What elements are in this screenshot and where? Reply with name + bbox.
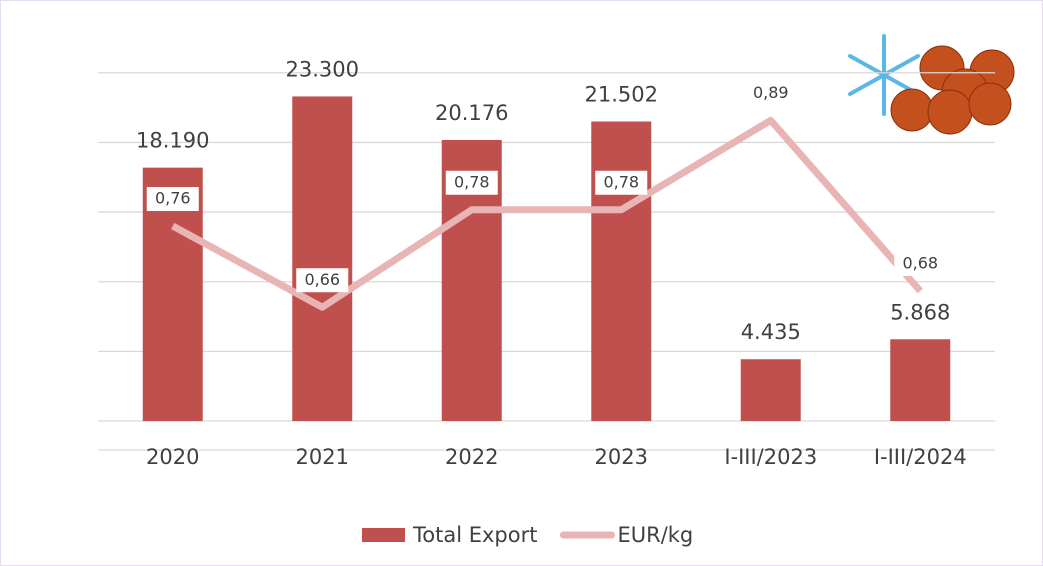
bar-value-label: 18.190 [136, 129, 209, 153]
page: 2020 2021 2022 2023 I-III/2023 I-III/2024 18.1… [0, 0, 1043, 566]
bar-value-label: 5.868 [890, 300, 950, 324]
x-tick-label: I-III/2024 [874, 445, 967, 469]
bar-value-label: 20.176 [435, 101, 508, 125]
bar-value-label: 23.300 [286, 57, 359, 81]
chart: 2020 2021 2022 2023 I-III/2023 I-III/2024 18.1… [0, 0, 1043, 566]
legend-label: EUR/kg [617, 523, 693, 547]
x-tick-label: I-III/2023 [724, 445, 817, 469]
line-value-label: 0,66 [304, 270, 340, 289]
line-value-label: 0,78 [454, 172, 490, 191]
x-tick-label: 2020 [146, 445, 199, 469]
bar-value-label: 4.435 [741, 320, 801, 344]
x-tick-label: 2023 [595, 445, 648, 469]
x-tick-label: 2021 [296, 445, 349, 469]
x-tick-label: 2022 [445, 445, 498, 469]
legend-swatch [362, 528, 405, 542]
bar [890, 339, 950, 421]
line-value-label: 0,76 [155, 189, 191, 208]
line-value-label: 0,78 [603, 172, 639, 191]
bar [591, 122, 651, 421]
bar [741, 359, 801, 421]
line-value-label: 0,89 [753, 83, 789, 102]
bar-value-label: 21.502 [585, 83, 658, 107]
legend-label: Total Export [412, 523, 537, 547]
bar [292, 96, 352, 421]
line-value-label: 0,68 [902, 254, 938, 273]
